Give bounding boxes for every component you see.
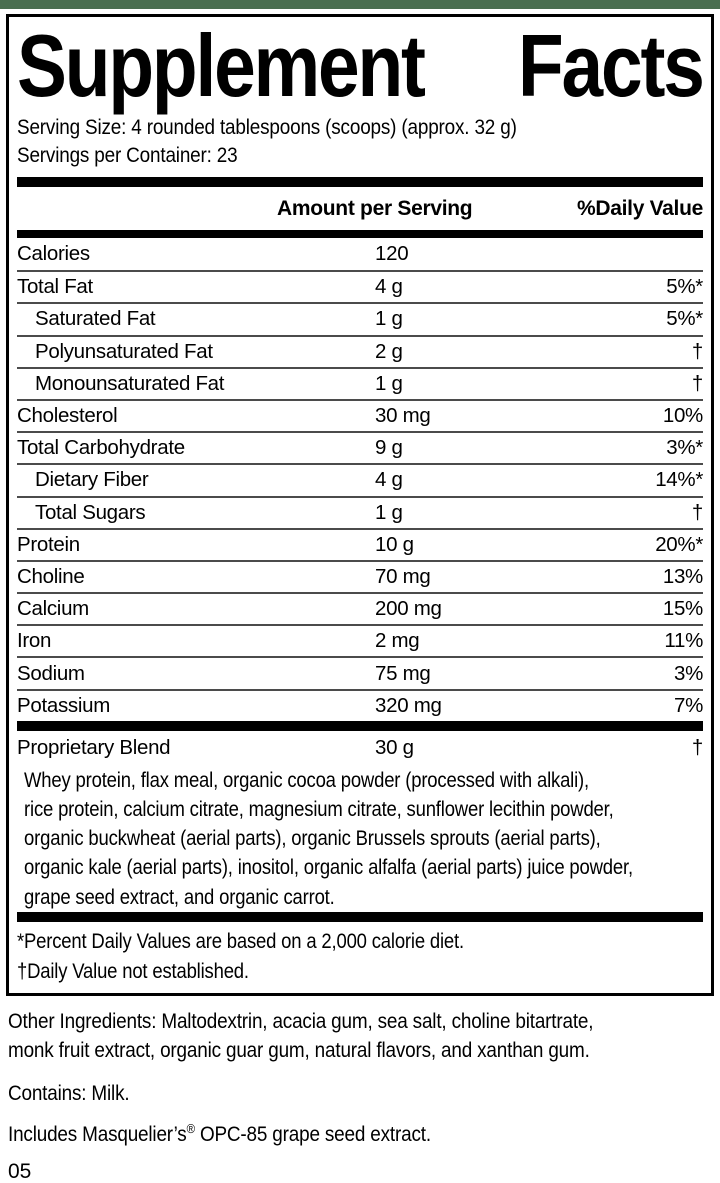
proprietary-blend-row: Proprietary Blend 30 g † (17, 731, 703, 766)
other-ingredients-text: Other Ingredients: Maltodextrin, acacia … (8, 1008, 594, 1062)
thick-divider-bar-above-footnotes (17, 911, 703, 922)
table-row: Sodium 75 mg 3% (17, 656, 703, 688)
includes-text: Includes Masquelier’s® OPC-85 grape seed… (8, 1121, 712, 1147)
nutrient-amount: 4 g (375, 275, 403, 299)
nutrient-daily-value: 7% (673, 693, 703, 717)
nutrient-name: Choline (17, 564, 85, 588)
table-row: Protein 10 g 20%* (17, 527, 703, 560)
nutrient-amount: 1 g (375, 371, 403, 395)
panel-title: Supplement Facts (17, 16, 705, 115)
nutrient-name: Calories (17, 242, 90, 266)
column-header-daily-value: %Daily Value (577, 196, 703, 220)
registered-trademark-symbol: ® (186, 1120, 195, 1136)
nutrient-name: Total Fat (17, 275, 93, 299)
thick-divider-bar-top (17, 177, 703, 187)
nutrient-daily-value: 13% (662, 564, 703, 588)
nutrient-amount: 9 g (375, 436, 403, 460)
nutrient-daily-value: 20%* (655, 532, 703, 556)
nutrient-amount: 30 mg (375, 404, 431, 428)
nutrient-amount: 200 mg (375, 597, 442, 621)
top-green-strip (0, 0, 720, 9)
nutrient-amount: 75 mg (375, 661, 431, 685)
nutrient-daily-value: 14%* (655, 468, 703, 492)
nutrient-amount: 2 g (375, 339, 403, 363)
supplement-facts-panel: Supplement Facts Serving Size: 4 rounded… (6, 14, 714, 996)
table-row: Polyunsaturated Fat 2 g † (17, 334, 703, 367)
table-row: Total Carbohydrate 9 g 3%* (17, 431, 703, 463)
nutrient-amount: 120 (375, 242, 409, 266)
nutrient-daily-value: † (691, 500, 703, 524)
nutrient-name: Calcium (17, 597, 89, 621)
proprietary-blend-name: Proprietary Blend (17, 736, 171, 760)
nutrient-amount: 70 mg (375, 564, 431, 588)
nutrient-daily-value: † (691, 339, 703, 363)
nutrient-amount: 320 mg (375, 693, 442, 717)
nutrient-rows: Calories 120 Total Fat 4 g 5%* Saturated Fat 1… (17, 238, 703, 721)
blend-description-text: Whey protein, flax meal, organic cocoa p… (24, 768, 633, 909)
nutrient-daily-value: 5%* (666, 275, 703, 299)
below-label-section: Other Ingredients: Maltodextrin, acacia … (8, 1007, 712, 1183)
nutrient-daily-value: † (691, 371, 703, 395)
table-row: Iron 2 mg 11% (17, 624, 703, 656)
table-row: Monounsaturated Fat 1 g † (17, 366, 703, 399)
nutrient-name: Cholesterol (17, 404, 118, 428)
footnotes-text: *Percent Daily Values are based on a 2,0… (17, 929, 464, 983)
nutrient-name: Total Sugars (35, 500, 146, 524)
nutrient-amount: 1 g (375, 500, 403, 524)
table-row: Total Fat 4 g 5%* (17, 270, 703, 302)
table-row: Calories 120 (17, 238, 703, 270)
nutrient-name: Potassium (17, 693, 111, 717)
table-row: Cholesterol 30 mg 10% (17, 398, 703, 431)
nutrient-daily-value: 3%* (666, 436, 703, 460)
nutrient-name: Polyunsaturated Fat (35, 339, 213, 363)
nutrient-name: Total Carbohydrate (17, 436, 185, 460)
nutrient-amount: 4 g (375, 468, 403, 492)
table-row: Dietary Fiber 4 g 14%* (17, 463, 703, 495)
nutrient-name: Monounsaturated Fat (35, 371, 225, 395)
proprietary-blend-daily-value: † (691, 736, 703, 760)
includes-text-pre: Includes Masquelier’s (8, 1121, 187, 1146)
column-header-amount-per-serving: Amount per Serving (277, 196, 473, 220)
contains-text: Contains: Milk. (8, 1080, 130, 1105)
nutrient-name: Iron (17, 629, 52, 653)
nutrient-amount: 2 mg (375, 629, 420, 653)
nutrient-name: Dietary Fiber (35, 468, 149, 492)
nutrient-name: Sodium (17, 661, 85, 685)
serving-info-text: Serving Size: 4 rounded tablespoons (sco… (17, 115, 517, 167)
thick-divider-bar-under-header (17, 230, 703, 238)
code-number: 05 (8, 1159, 32, 1183)
nutrient-amount: 10 g (375, 532, 414, 556)
nutrient-name: Protein (17, 532, 80, 556)
table-row: Saturated Fat 1 g 5%* (17, 302, 703, 334)
proprietary-blend-amount: 30 g (375, 736, 414, 760)
table-header-row: Amount per Serving %Daily Value (17, 187, 703, 230)
nutrient-daily-value: 11% (664, 629, 703, 653)
nutrient-daily-value: 15% (662, 597, 703, 621)
panel-title-word-facts: Facts (517, 16, 705, 115)
table-row: Choline 70 mg 13% (17, 559, 703, 592)
nutrient-daily-value: 3% (673, 661, 703, 685)
table-row: Total Sugars 1 g † (17, 495, 703, 528)
table-row: Potassium 320 mg 7% (17, 688, 703, 721)
thick-divider-bar-above-blend (17, 720, 703, 731)
nutrient-name: Saturated Fat (35, 307, 156, 331)
includes-text-post: OPC-85 grape seed extract. (194, 1121, 431, 1146)
table-row: Calcium 200 mg 15% (17, 592, 703, 624)
panel-title-word-supplement: Supplement (17, 16, 426, 115)
nutrient-daily-value: 10% (662, 404, 703, 428)
nutrient-daily-value: 5%* (666, 307, 703, 331)
nutrient-amount: 1 g (375, 307, 403, 331)
